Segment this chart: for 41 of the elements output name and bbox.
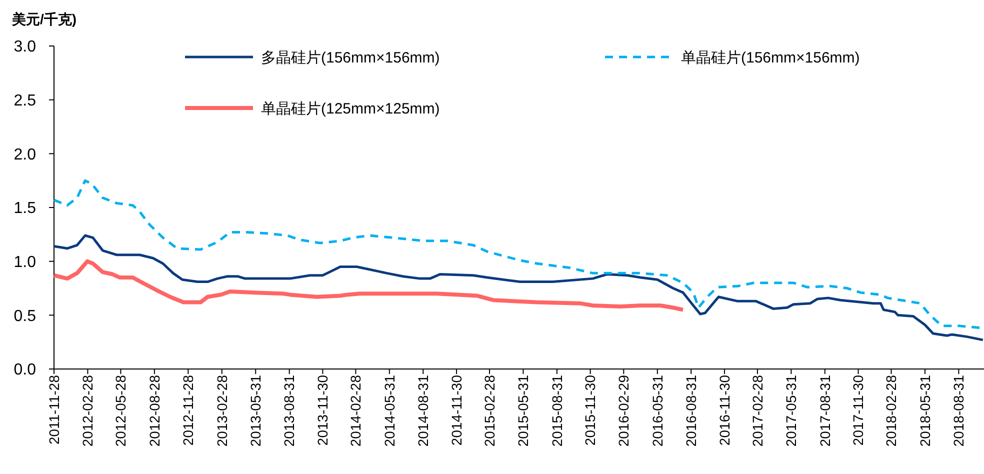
x-tick-label: 2014-11-30 [448, 374, 464, 446]
x-tick-label: 2016-02-29 [616, 374, 632, 447]
legend-label: 单晶硅片(125mm×125mm) [261, 100, 440, 118]
x-tick-label: 2018-08-31 [950, 374, 967, 447]
x-tick-label: 2018-02-28 [883, 374, 900, 447]
x-tick-label: 2012-05-28 [112, 374, 129, 447]
x-tick-label: 2017-05-31 [783, 374, 800, 447]
x-tick-label: 2015-05-31 [515, 374, 532, 447]
y-tick-label: 3.0 [14, 38, 36, 56]
y-tick-label: 2.5 [14, 92, 36, 110]
y-axis-title: 美元/千克) [11, 11, 77, 27]
line-series [52, 259, 686, 312]
x-tick-label: 2014-05-31 [381, 374, 398, 447]
legend-label: 单晶硅片(156mm×156mm) [681, 49, 860, 66]
legend-label: 多晶硅片(156mm×156mm) [261, 49, 440, 66]
x-tick-label: 2016-11-30 [716, 374, 732, 446]
x-tick-label: 2016-05-31 [649, 374, 666, 447]
x-tick-label: 2015-08-31 [548, 374, 565, 447]
x-tick-label: 2018-05-31 [916, 374, 933, 447]
x-tick-label: 2014-02-28 [348, 374, 364, 447]
x-tick-label: 2011-11-28 [46, 374, 62, 445]
y-tick-label: 1.5 [14, 200, 36, 218]
x-tick-label: 2013-11-30 [314, 374, 331, 446]
x-tick-label: 2017-08-31 [816, 374, 833, 447]
x-tick-label: 2013-02-28 [214, 374, 230, 447]
x-tick-label: 2014-08-31 [415, 374, 432, 447]
x-tick-label: 2016-08-31 [683, 374, 700, 447]
x-tick-label: 2012-08-28 [146, 374, 162, 447]
x-tick-label: 2017-11-30 [850, 374, 866, 446]
y-tick-label: 2.0 [14, 146, 36, 164]
x-tick-label: 2012-02-28 [80, 374, 96, 447]
x-tick-label: 2017-02-28 [749, 374, 766, 447]
line-series [52, 234, 984, 342]
y-tick-label: 0.0 [14, 362, 36, 379]
x-tick-label: 2012-11-28 [180, 374, 196, 446]
x-tick-label: 2015-02-28 [481, 374, 498, 447]
y-tick-label: 1.0 [14, 254, 36, 271]
y-tick-label: 0.5 [14, 308, 36, 325]
x-tick-label: 2013-05-31 [248, 374, 264, 447]
x-tick-label: 2015-11-30 [582, 374, 598, 446]
x-tick-label: 2013-08-31 [281, 374, 298, 447]
